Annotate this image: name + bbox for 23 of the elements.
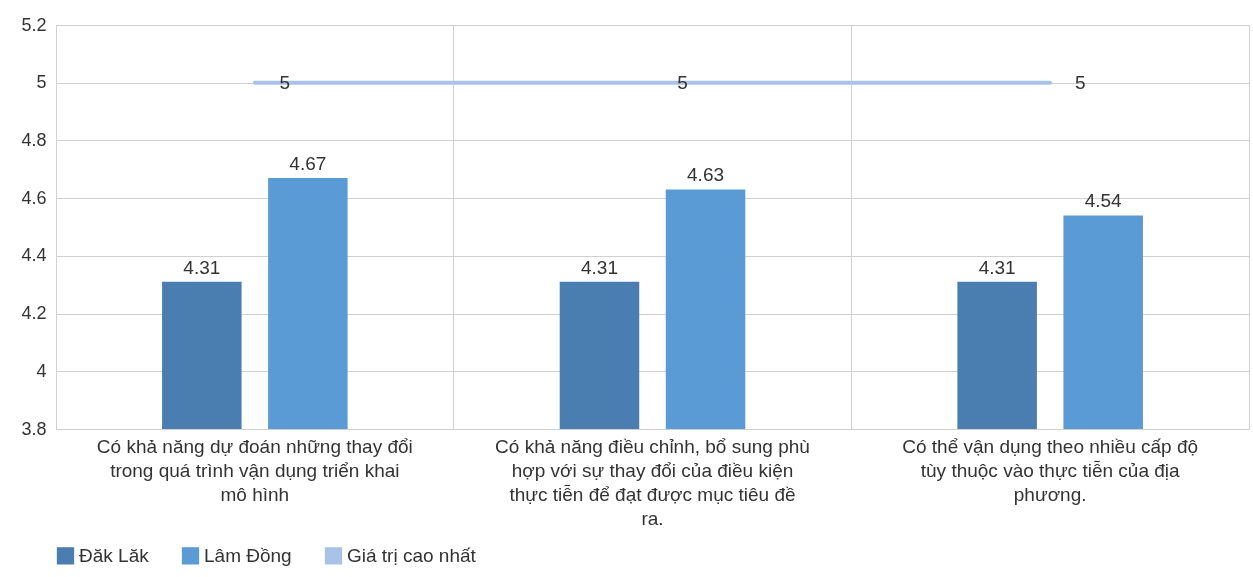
- x-tick-label: Có khả năng dự đoán những thay đổi trong quá trình vận dụng triển khai mô hình: [96, 435, 413, 505]
- data-label: 5: [279, 71, 291, 93]
- legend-label: Lâm Đồng: [204, 544, 292, 566]
- data-label: 4.31: [183, 256, 221, 278]
- x-tick-label: Có thể vận dụng theo nhiều cấp độ tùy thuộc vào thực tiễn của địa phương.: [902, 435, 1199, 505]
- y-tick-label: 4: [36, 360, 47, 381]
- y-tick-label: 4.8: [21, 129, 47, 150]
- data-label: 5: [1074, 71, 1086, 93]
- data-label: 4.67: [289, 152, 327, 174]
- y-tick-label: 5.2: [21, 14, 47, 35]
- y-tick-label: 4.2: [21, 303, 47, 324]
- data-label: 5: [677, 71, 688, 93]
- y-tick-label: 5: [36, 72, 47, 93]
- data-label: 4.54: [1084, 190, 1123, 212]
- x-tick-label: Có khả năng điều chỉnh, bổ sung phù hợp với sự thay đổi của điều kiện thực tiễn để đạt được mục tiêu đề ra.: [495, 435, 810, 529]
- y-tick-label: 3.8: [21, 418, 47, 439]
- data-label: 4.63: [687, 164, 725, 186]
- legend-label: Giá trị cao nhất: [347, 544, 477, 566]
- data-label: 4.31: [580, 256, 618, 278]
- y-tick-label: 4.4: [21, 245, 47, 266]
- data-label: 4.31: [978, 256, 1016, 278]
- legend-label: Đăk Lăk: [79, 544, 150, 566]
- y-tick-label: 4.6: [21, 187, 47, 208]
